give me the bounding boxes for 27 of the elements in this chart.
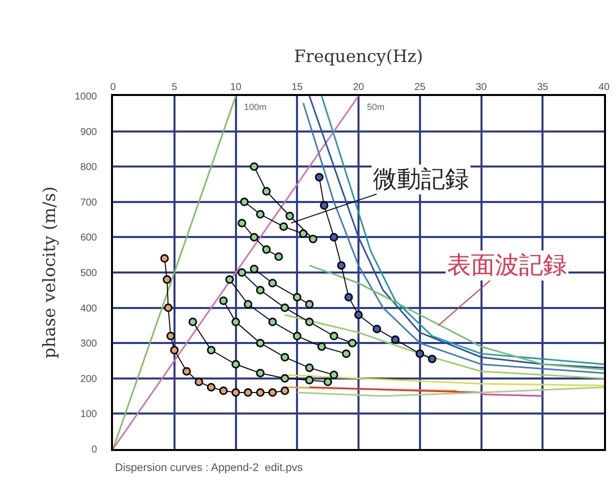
x-axis-title: Frequency(Hz) bbox=[294, 47, 423, 68]
y-tick-label: 200 bbox=[80, 374, 98, 385]
x-tick-label: 40 bbox=[598, 82, 610, 93]
y-tick-label: 400 bbox=[80, 303, 98, 314]
y-tick-label: 0 bbox=[91, 444, 98, 456]
x-tick-label: 30 bbox=[476, 82, 488, 93]
y-axis-title: phase velocity (m/s) bbox=[40, 186, 60, 359]
y-tick-label: 300 bbox=[80, 338, 98, 350]
y-tick-label: 500 bbox=[80, 268, 98, 279]
y-tick-label: 900 bbox=[80, 126, 98, 138]
annotation: 表面波記録 bbox=[447, 252, 567, 279]
x-tick-label: 5 bbox=[172, 82, 178, 93]
y-tick-label: 700 bbox=[80, 197, 98, 208]
x-tick-label: 35 bbox=[537, 82, 549, 93]
x-tick-label: 20 bbox=[352, 82, 364, 93]
x-tick-label: 15 bbox=[292, 82, 304, 93]
x-tick-label: 10 bbox=[230, 82, 242, 93]
y-tick-label: 100 bbox=[80, 409, 98, 420]
x-tick-label: 25 bbox=[414, 82, 426, 93]
text: Dispersion curves : Append-2 edit.pvs bbox=[115, 462, 304, 474]
x-tick-label: 0 bbox=[110, 82, 116, 93]
annotation: 100m bbox=[244, 102, 267, 112]
y-tick-label: 600 bbox=[80, 232, 98, 244]
annotation: 50m bbox=[367, 102, 385, 112]
y-tick-label: 800 bbox=[80, 162, 98, 174]
annotation: 微動記録 bbox=[373, 166, 469, 193]
y-tick-label: 1000 bbox=[74, 92, 98, 102]
